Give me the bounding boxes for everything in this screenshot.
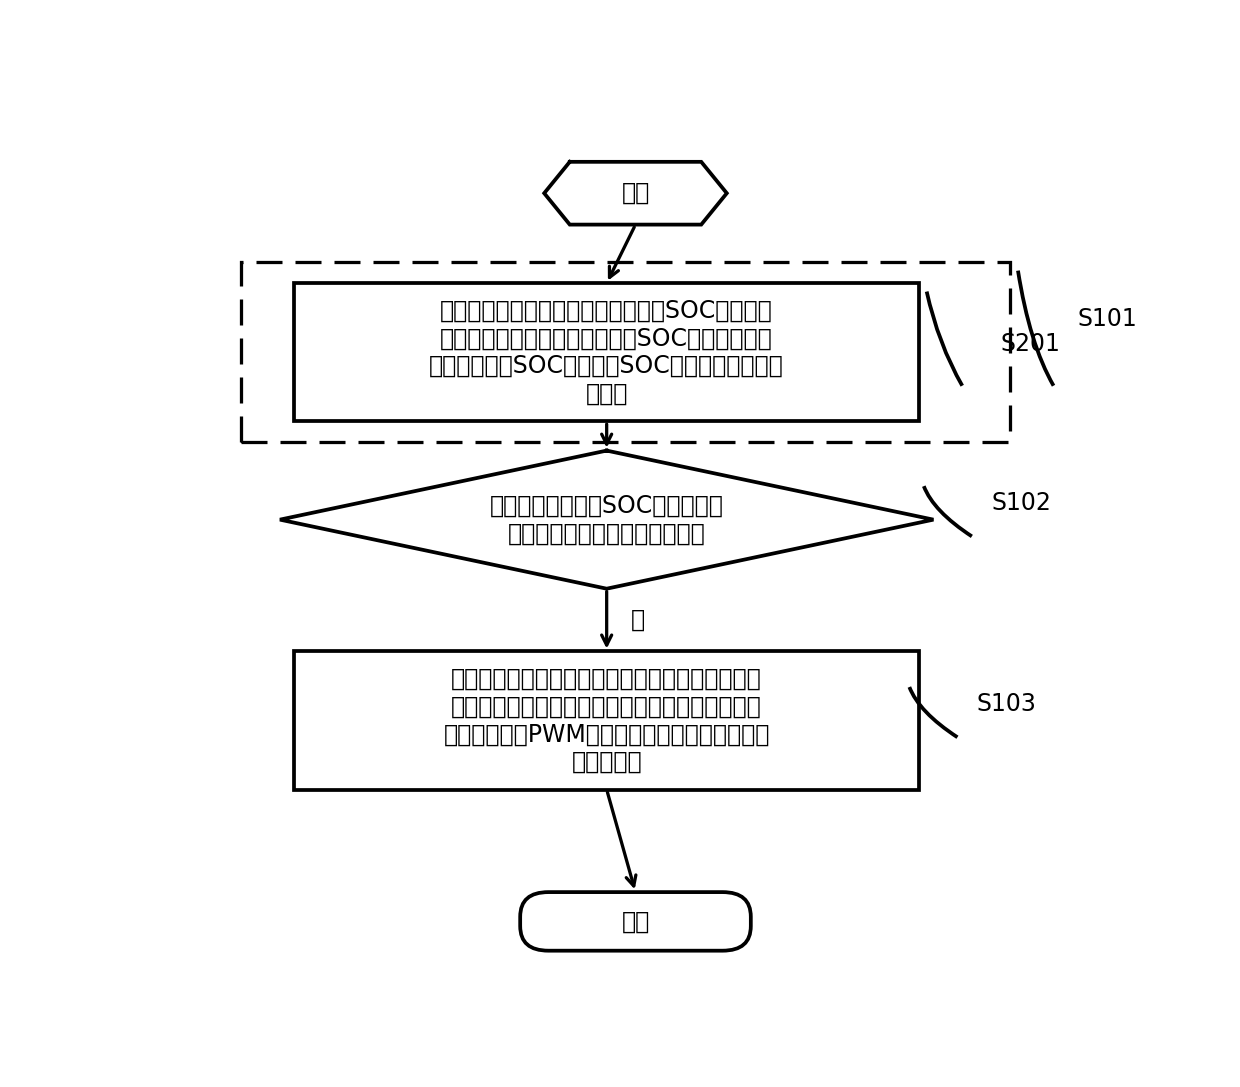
Text: S101: S101 bbox=[1078, 307, 1137, 330]
Bar bbox=[294, 651, 919, 789]
Text: 依据各个电池簇的SOC变化速率，
判断储能系统是否需要均流调整: 依据各个电池簇的SOC变化速率， 判断储能系统是否需要均流调整 bbox=[490, 493, 724, 546]
Text: 结束: 结束 bbox=[621, 910, 650, 934]
Bar bbox=[242, 262, 1011, 442]
Polygon shape bbox=[280, 451, 934, 589]
Text: 确定储能系统中各个电池包的均衡电流値，并将各
个均衡电流値发送至相应的均流单元，以使相应的
均流单元通过PWM信号来为对应电池包提供相应
的均衡电流: 确定储能系统中各个电池包的均衡电流値，并将各 个均衡电流値发送至相应的均流单元，… bbox=[444, 666, 770, 774]
Text: S201: S201 bbox=[1001, 332, 1060, 355]
Text: 开始: 开始 bbox=[621, 182, 650, 205]
Bar bbox=[294, 284, 919, 422]
Text: S103: S103 bbox=[977, 691, 1037, 715]
FancyBboxPatch shape bbox=[521, 892, 751, 951]
Polygon shape bbox=[544, 162, 727, 225]
Text: S102: S102 bbox=[991, 491, 1052, 515]
Text: 是: 是 bbox=[631, 608, 645, 632]
Text: 周期性将各个电池簇的各个电池包的SOC中的最大
值，分别作为各个电池簇的当前SOC，并计算各个
电池簇的当前SOC和前一次SOC的对应差値与时间
的比値: 周期性将各个电池簇的各个电池包的SOC中的最大 值，分别作为各个电池簇的当前SO… bbox=[429, 299, 784, 405]
